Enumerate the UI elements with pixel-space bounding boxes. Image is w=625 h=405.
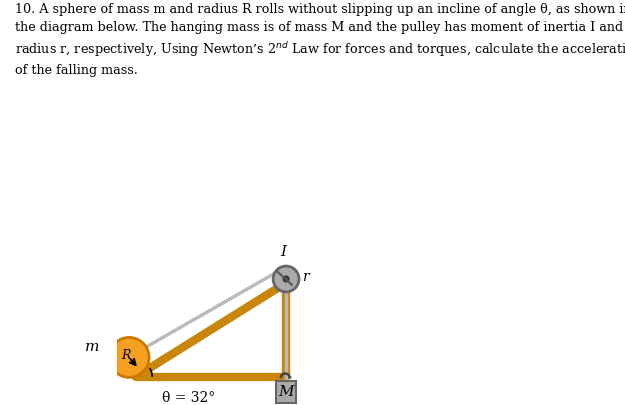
Text: 10. A sphere of mass m and radius R rolls without slipping up an incline of angl: 10. A sphere of mass m and radius R roll…: [16, 4, 625, 77]
FancyBboxPatch shape: [276, 381, 296, 403]
Circle shape: [109, 337, 149, 377]
Text: r: r: [302, 270, 309, 284]
Text: I: I: [281, 245, 287, 259]
Text: R: R: [121, 349, 131, 362]
Circle shape: [283, 276, 289, 282]
Circle shape: [273, 266, 299, 292]
Text: m: m: [85, 341, 100, 354]
Text: θ = 32°: θ = 32°: [161, 391, 215, 405]
Text: M: M: [278, 385, 294, 399]
